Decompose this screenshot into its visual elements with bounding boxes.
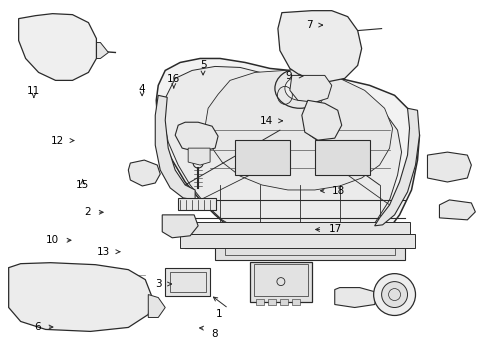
Text: 13: 13 (97, 247, 110, 257)
Text: 3: 3 (155, 279, 161, 289)
Polygon shape (334, 288, 377, 307)
Bar (235, 140, 289, 175)
Ellipse shape (274, 68, 324, 108)
Text: 1: 1 (216, 310, 222, 319)
Text: 10: 10 (46, 235, 59, 245)
Polygon shape (175, 122, 218, 152)
Polygon shape (19, 14, 96, 80)
Text: 2: 2 (84, 207, 91, 217)
Text: 18: 18 (331, 186, 345, 196)
Polygon shape (155, 95, 195, 200)
Ellipse shape (285, 76, 314, 100)
Polygon shape (88, 42, 108, 58)
Text: 8: 8 (211, 329, 218, 339)
Bar (215, 242, 404, 260)
Text: 11: 11 (27, 86, 41, 96)
Polygon shape (439, 200, 474, 220)
Bar (185, 222, 408, 234)
Ellipse shape (373, 274, 415, 315)
Bar (267, 298, 275, 305)
Polygon shape (374, 108, 419, 226)
Polygon shape (148, 294, 165, 318)
Bar (170, 272, 205, 292)
Bar (291, 298, 299, 305)
Text: 15: 15 (76, 180, 89, 190)
Bar (253, 264, 307, 296)
Ellipse shape (381, 282, 407, 307)
Bar (279, 298, 287, 305)
Polygon shape (188, 148, 210, 165)
Polygon shape (162, 215, 198, 238)
Text: 7: 7 (305, 20, 312, 30)
Polygon shape (427, 152, 470, 182)
Polygon shape (289, 75, 331, 102)
Polygon shape (128, 160, 160, 186)
Bar (180, 234, 414, 248)
Bar (178, 198, 216, 210)
Text: 14: 14 (259, 116, 272, 126)
Polygon shape (156, 58, 419, 258)
Text: 5: 5 (199, 59, 206, 69)
Text: 17: 17 (328, 225, 341, 234)
Polygon shape (163, 67, 401, 249)
Polygon shape (301, 100, 341, 140)
Polygon shape (204, 71, 392, 190)
Text: 6: 6 (34, 322, 41, 332)
Polygon shape (277, 11, 361, 82)
Text: 9: 9 (285, 71, 292, 81)
Bar (314, 140, 369, 175)
Text: 12: 12 (51, 136, 64, 145)
Bar (255, 298, 264, 305)
Bar (249, 262, 311, 302)
Ellipse shape (300, 28, 338, 67)
Polygon shape (9, 263, 152, 332)
Text: 16: 16 (167, 74, 180, 84)
Text: 4: 4 (139, 84, 145, 94)
Ellipse shape (193, 158, 203, 168)
Bar (224, 245, 394, 255)
Bar (165, 268, 210, 296)
